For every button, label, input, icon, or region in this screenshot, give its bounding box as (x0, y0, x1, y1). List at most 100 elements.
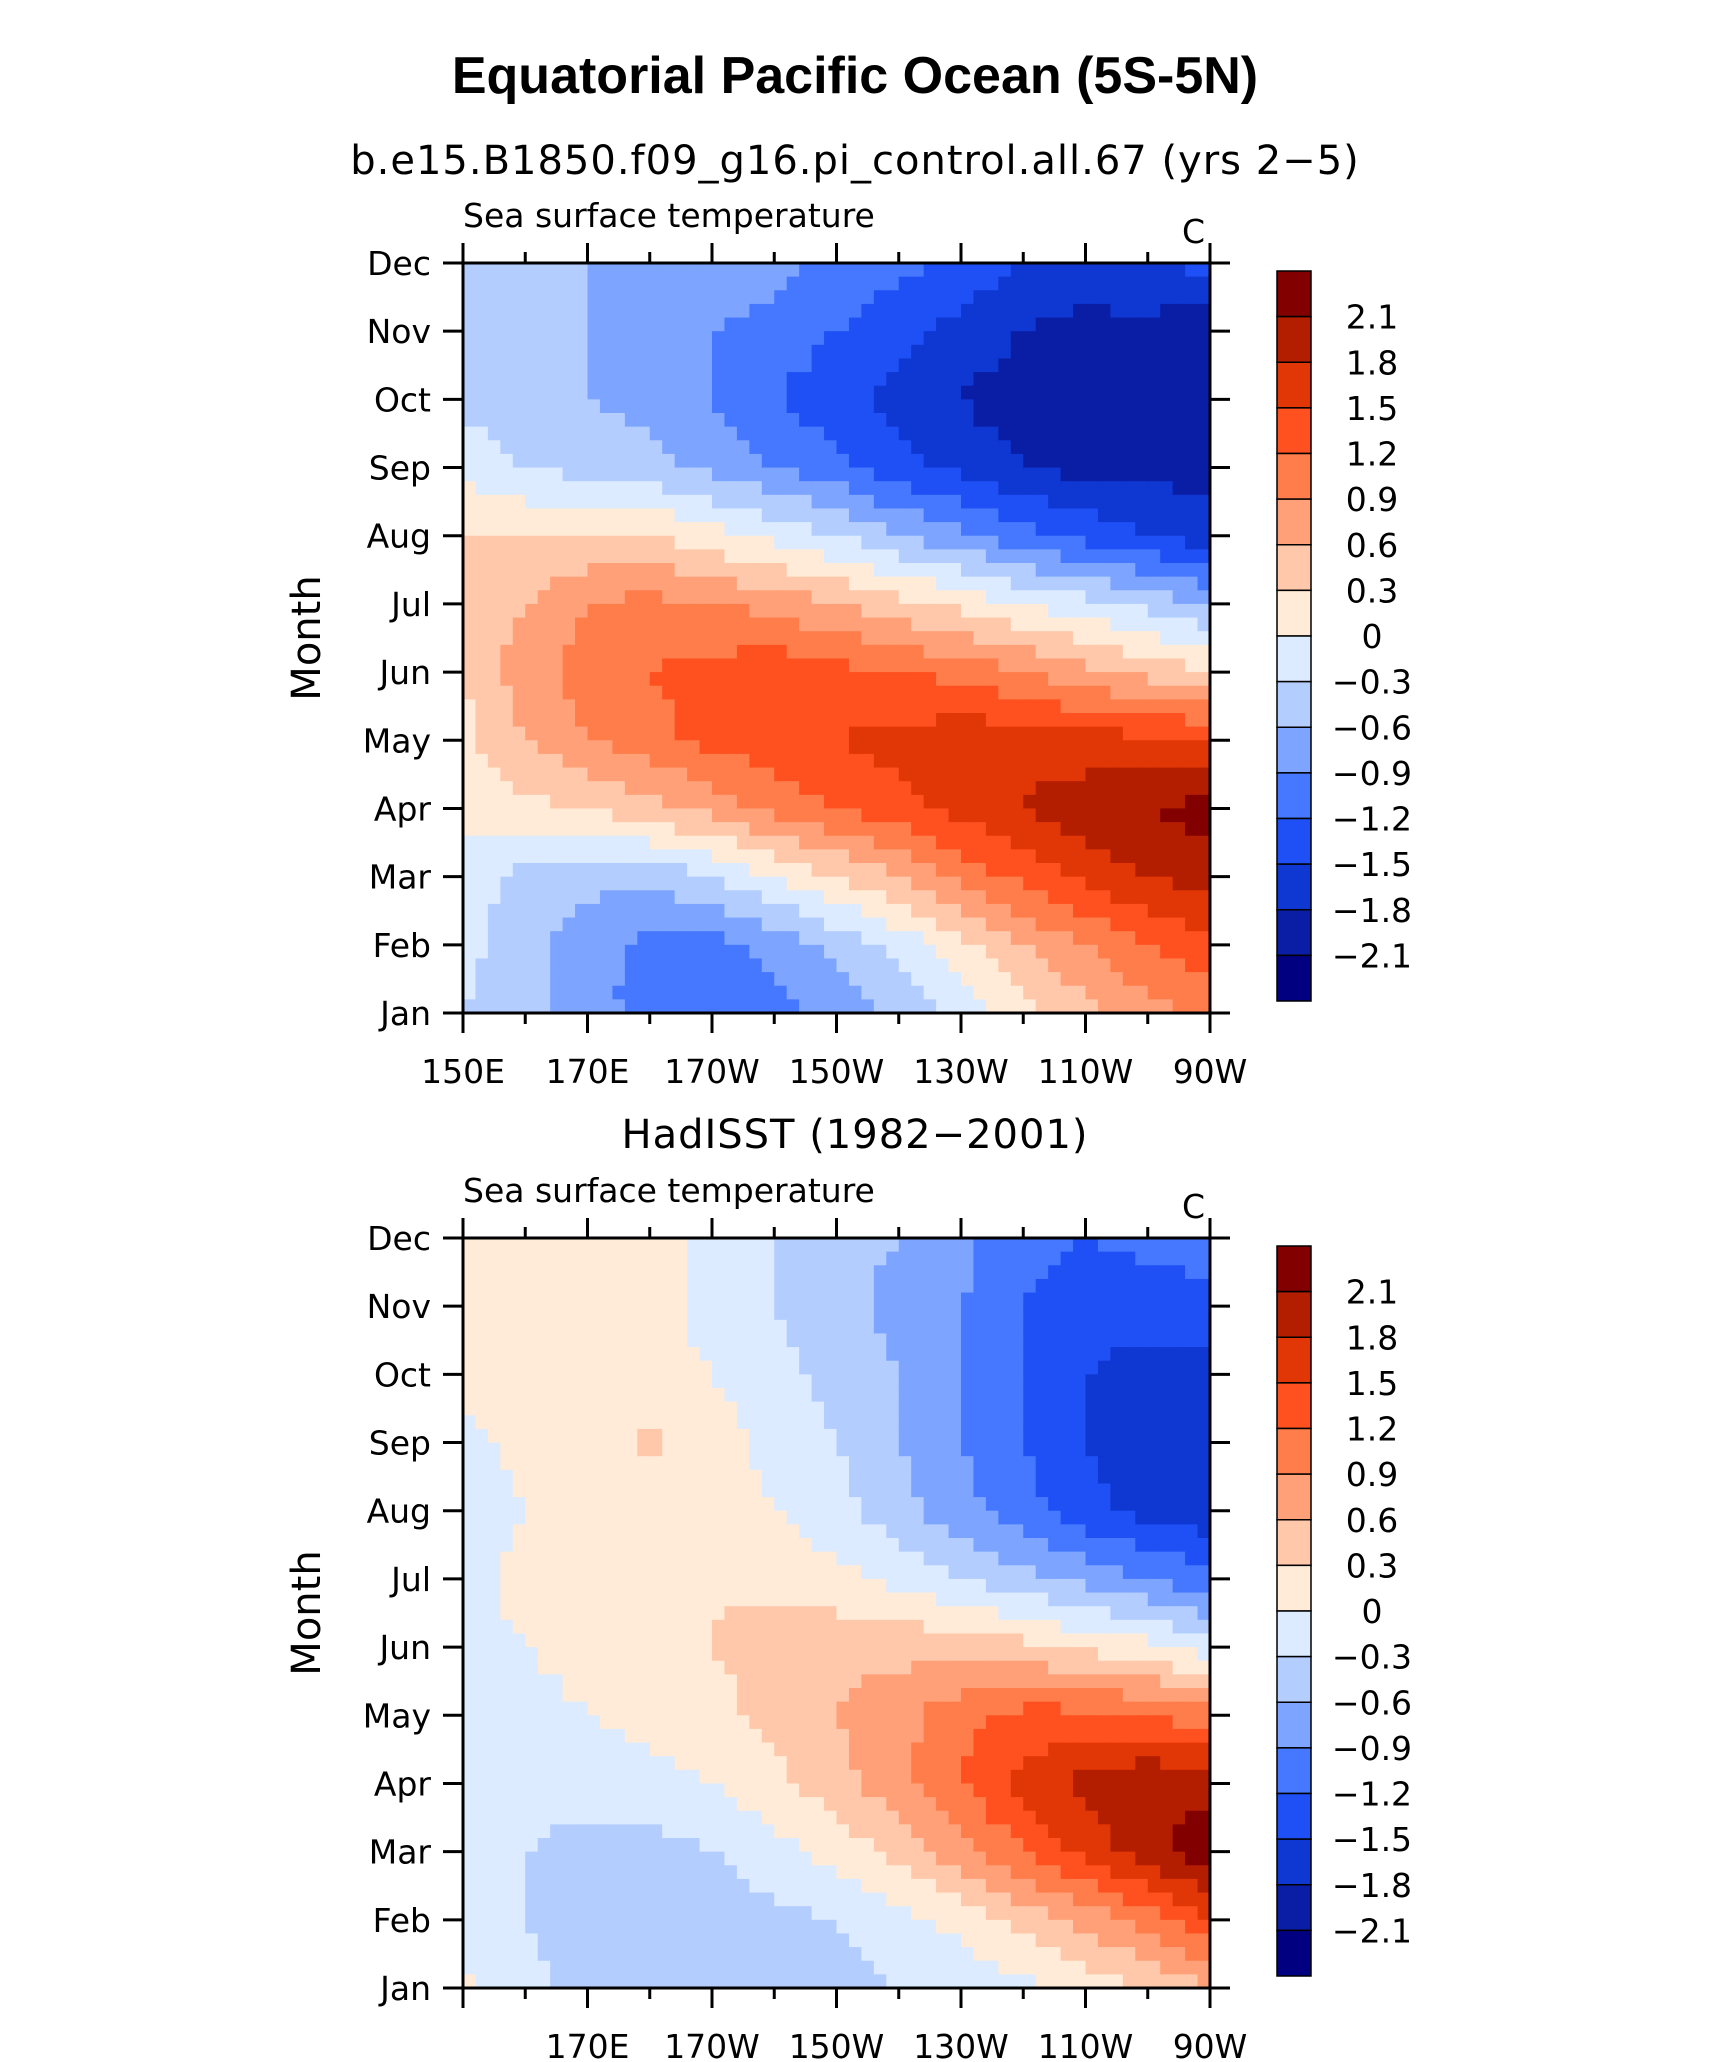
heatmap-cell (1085, 317, 1099, 332)
heatmap-cell (463, 1947, 477, 1962)
heatmap-cell (537, 1947, 551, 1962)
heatmap-cell (985, 276, 1000, 292)
heatmap-cell (811, 863, 825, 878)
heatmap-cell (873, 603, 888, 619)
heatmap-cell (724, 1292, 738, 1307)
heatmap-cell (936, 658, 950, 673)
heatmap-cell (624, 1483, 639, 1498)
heatmap-cell (824, 876, 838, 892)
heatmap-cell (562, 535, 576, 551)
heatmap-cell (599, 1742, 614, 1757)
heatmap-cell (512, 508, 527, 523)
heatmap-cell (575, 1974, 589, 1989)
heatmap-cell (1097, 740, 1112, 755)
colorbar-label: 1.2 (1346, 435, 1398, 474)
heatmap-cell (712, 781, 726, 796)
heatmap-cell (512, 426, 527, 442)
heatmap-cell (525, 303, 539, 319)
heatmap-cell (824, 440, 838, 455)
heatmap-cell (487, 413, 502, 428)
heatmap-cell (463, 1388, 477, 1403)
heatmap-cell (699, 603, 713, 619)
heatmap-cell (1048, 385, 1062, 401)
heatmap-cell (712, 372, 726, 387)
heatmap-cell (985, 603, 1000, 619)
heatmap-cell (761, 985, 776, 1001)
heatmap-cell (537, 1906, 551, 1921)
heatmap-cell (463, 426, 477, 442)
heatmap-cell (649, 767, 663, 782)
heatmap-cell (599, 385, 614, 401)
heatmap-cell (799, 781, 813, 796)
heatmap-cell (487, 1619, 502, 1635)
heatmap-cell (699, 1347, 713, 1362)
heatmap-cell (575, 740, 589, 755)
heatmap-cell (624, 413, 639, 428)
heatmap-cell (699, 1428, 713, 1444)
heatmap-cell (886, 931, 900, 946)
heatmap-cell (649, 563, 663, 578)
heatmap-cell (811, 972, 825, 987)
heatmap-cell (612, 1797, 626, 1812)
heatmap-cell (936, 685, 950, 701)
heatmap-cell (550, 1278, 564, 1294)
heatmap-cell (487, 617, 502, 632)
heatmap-cell (550, 1319, 564, 1335)
heatmap-cell (712, 822, 726, 837)
heatmap-cell (463, 822, 477, 837)
heatmap-cell (985, 644, 1000, 660)
heatmap-cell (736, 822, 751, 837)
heatmap-cell (861, 290, 875, 305)
heatmap-cell (1023, 753, 1037, 769)
heatmap-cell (463, 276, 477, 292)
heatmap-cell (1172, 303, 1186, 319)
heatmap-cell (749, 1483, 763, 1498)
heatmap-cell (774, 590, 788, 605)
heatmap-cell (1035, 453, 1049, 469)
heatmap-cell (537, 535, 551, 551)
heatmap-cell (1035, 958, 1049, 973)
heatmap-cell (699, 1238, 713, 1253)
heatmap-cell (948, 672, 962, 687)
heatmap-cell (662, 1524, 676, 1539)
heatmap-cell (1010, 481, 1025, 496)
heatmap-cell (562, 1783, 576, 1798)
heatmap-cell (961, 972, 975, 987)
heatmap-cell (1147, 331, 1161, 346)
heatmap-cell (649, 522, 663, 537)
heatmap-cell (1185, 767, 1199, 782)
heatmap-cell (799, 344, 813, 360)
heatmap-cell (936, 440, 950, 455)
heatmap-cell (662, 453, 676, 469)
heatmap-cell (587, 1769, 601, 1785)
heatmap-cell (1135, 276, 1149, 292)
heatmap-cell (463, 1674, 477, 1689)
heatmap-cell (487, 685, 502, 701)
heatmap-cell (1197, 508, 1211, 523)
heatmap-cell (463, 863, 477, 878)
heatmap-cell (1048, 631, 1062, 646)
heatmap-cell (811, 1251, 825, 1267)
heatmap-cell (1048, 931, 1062, 946)
heatmap-cell (624, 985, 639, 1001)
heatmap-cell (575, 1769, 589, 1785)
heatmap-cell (1035, 944, 1049, 960)
heatmap-cell (550, 467, 564, 482)
heatmap-cell (724, 1660, 738, 1676)
heatmap-cell (1035, 672, 1049, 687)
heatmap-cell (500, 1606, 514, 1621)
heatmap-cell (612, 903, 626, 919)
heatmap-cell (674, 958, 688, 973)
heatmap-cell (1185, 740, 1199, 755)
heatmap-cell (824, 508, 838, 523)
heatmap-cell (699, 1878, 713, 1894)
heatmap-cell (1197, 290, 1211, 305)
heatmap-cell (550, 1906, 564, 1921)
heatmap-cell (537, 1319, 551, 1335)
heatmap-cell (936, 344, 950, 360)
heatmap-cell (674, 372, 688, 387)
heatmap-cell (712, 576, 726, 592)
heatmap-cell (836, 563, 850, 578)
heatmap-cell (1160, 917, 1174, 932)
heatmap-cell (537, 1551, 551, 1567)
